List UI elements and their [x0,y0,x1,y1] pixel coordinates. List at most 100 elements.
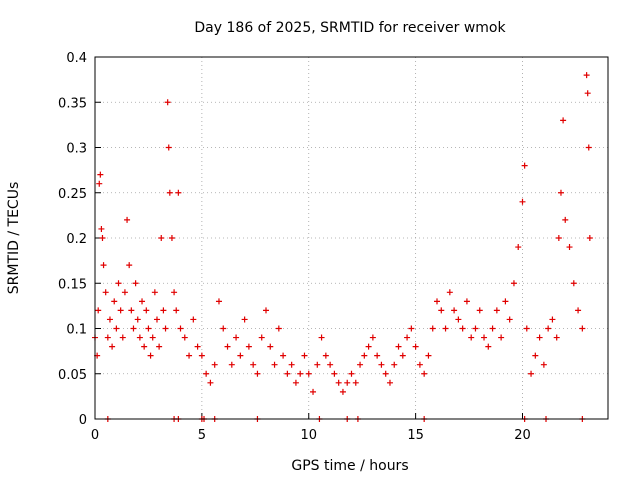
data-point [136,334,143,341]
data-point [275,325,282,332]
data-point [158,235,165,241]
data-point [96,180,103,187]
data-point [173,307,180,314]
data-point [284,370,291,377]
data-point [331,370,338,377]
data-point [141,343,148,350]
data-point [166,189,173,196]
data-point [228,361,235,368]
x-tick-label: 0 [91,428,99,443]
data-point [267,343,274,350]
x-tick-label: 5 [198,428,206,443]
data-point [506,316,513,323]
data-point [292,379,299,386]
data-point [258,334,265,341]
data-point [361,352,368,359]
data-point [297,370,304,377]
data-point [186,352,193,359]
data-point [203,370,210,377]
data-point [408,325,415,332]
data-point [111,298,118,305]
data-point [168,235,175,241]
data-point [442,325,449,332]
data-point [391,361,398,368]
y-tick-label: 0.2 [66,232,87,247]
data-point [211,361,218,368]
data-point [463,298,470,305]
data-point [472,325,479,332]
data-point [557,189,564,196]
data-point [305,370,312,377]
tick-layer: 0 5 10 15 20 0 0.05 0.1 0.15 0.2 0.25 0.3 0.35 0.4 [58,51,531,443]
data-point [160,307,167,314]
y-tick-label: 0 [79,413,87,428]
data-point [489,325,496,332]
data-point [254,370,261,377]
data-point [536,334,543,341]
data-point [102,289,109,296]
data-point [562,216,569,223]
data-point [95,307,102,314]
data-point [128,307,135,314]
data-point [224,343,231,350]
data-point [528,370,535,377]
data-point [130,325,137,332]
data-point [164,99,171,106]
data-point [115,280,122,287]
y-tick-label: 0.25 [58,187,87,202]
data-point [241,316,248,323]
data-point [97,171,104,178]
data-point [369,334,376,341]
data-point [468,334,475,341]
data-point [153,316,160,323]
data-point [510,280,517,287]
data-point [455,316,462,323]
data-point [318,334,325,341]
data-point [555,235,562,241]
data-point [451,307,458,314]
y-tick-label: 0.05 [58,368,87,383]
data-point [374,352,381,359]
data-point [545,325,552,332]
data-point [198,352,205,359]
data-point [570,280,577,287]
data-point [143,307,150,314]
y-tick-label: 0.1 [66,323,87,338]
data-point [194,343,201,350]
data-point [532,352,539,359]
data-point [339,388,346,395]
data-point [156,343,163,350]
data-point [395,343,402,350]
data-point [215,298,222,305]
data-point [113,325,120,332]
data-point [429,325,436,332]
data-point [171,289,178,296]
data-point [586,235,593,241]
data-point [579,325,586,332]
data-point [357,361,364,368]
data-point [124,216,131,223]
data-point [425,352,432,359]
data-point [365,343,372,350]
data-point [352,379,359,386]
data-point [288,361,295,368]
data-point [271,361,278,368]
data-point [106,316,113,323]
data-point [378,361,385,368]
data-point [446,289,453,296]
data-point [314,361,321,368]
data-point [566,244,573,251]
data-point [181,334,188,341]
data-point [175,189,182,196]
data-point [147,352,154,359]
data-point [421,370,428,377]
data-point [322,352,329,359]
y-axis-label: SRMTID / TECUs [6,182,22,295]
data-point [165,144,172,151]
data-point [416,361,423,368]
data-point [583,72,590,79]
data-point [100,262,107,269]
data-point [98,225,105,232]
data-point [575,307,582,314]
data-point [245,343,252,350]
